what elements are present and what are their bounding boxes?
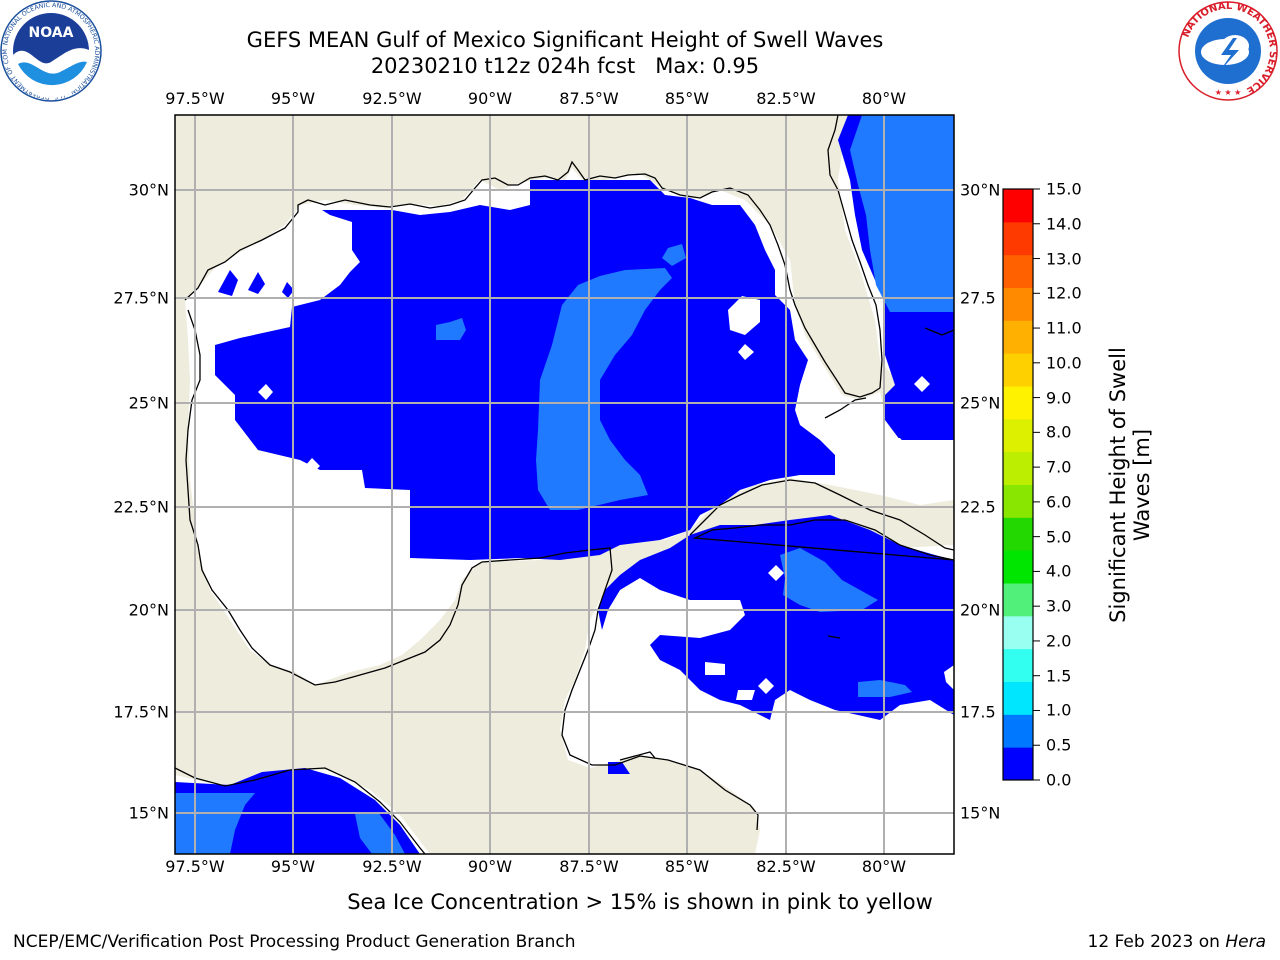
lon-tick-top: 95°W <box>270 89 316 108</box>
nws-logo: NATIONAL WEATHER SERVICE ★ ★ ★ <box>1178 1 1278 101</box>
cuba-coastline <box>689 479 954 561</box>
colorbar-segment <box>1003 418 1033 453</box>
lon-tick-bottom: 97.5°W <box>165 857 225 876</box>
chart-subtitle: 20230210 t12z 024h fcst Max: 0.95 <box>370 54 760 78</box>
colorbar-tick-label: 10.0 <box>1046 353 1082 373</box>
lon-tick-bottom: 87.5°W <box>559 857 619 876</box>
colorbar-segment <box>1003 714 1033 748</box>
lon-tick-top: 87.5°W <box>559 89 619 108</box>
colorbar-tick-label: 0.5 <box>1046 735 1072 755</box>
colorbar-tick-marks <box>1033 188 1040 781</box>
colorbar-tick-label: 7.0 <box>1046 457 1072 477</box>
lat-tick-left: 22.5°N <box>113 497 169 517</box>
colorbar-tick-label: 2.0 <box>1046 631 1072 651</box>
colorbar-segment <box>1003 747 1033 781</box>
colorbar-segment <box>1003 320 1033 354</box>
colorbar-segment <box>1003 254 1033 288</box>
colorbar-segment <box>1003 550 1033 584</box>
gulf-coastline <box>184 160 881 398</box>
colorbar-segment <box>1003 615 1033 650</box>
colorbar-segment <box>1003 287 1033 321</box>
lon-tick-bottom: 90°W <box>467 857 513 876</box>
lon-tick-top: 90°W <box>467 89 513 108</box>
colorbar-tick-label: 9.0 <box>1046 388 1072 408</box>
lat-tick-right: 17.5 <box>960 702 996 722</box>
swell-region-gulf <box>215 180 835 560</box>
swell-0.5-1.0-regions <box>175 115 954 854</box>
pacific-coastline <box>175 767 426 854</box>
colorbar-tick-label: 1.0 <box>1046 700 1072 720</box>
lon-tick-top: 85°W <box>664 89 710 108</box>
lat-tick-left: 15°N <box>128 803 169 823</box>
lat-tick-right: 25°N <box>960 393 1001 413</box>
lat-tick-left: 20°N <box>128 600 169 620</box>
lon-tick-top: 80°W <box>861 89 907 108</box>
colorbar-tick-label: 3.0 <box>1046 596 1072 616</box>
lon-tick-top: 92.5°W <box>362 89 422 108</box>
colorbar-tick-label: 8.0 <box>1046 422 1072 442</box>
lat-tick-left: 30°N <box>128 180 169 200</box>
lon-tick-top: 82.5°W <box>756 89 816 108</box>
run-date: 12 Feb 2023 on <box>1087 932 1220 952</box>
lat-tick-right: 22.5 <box>960 497 996 517</box>
lon-tick-bottom: 95°W <box>270 857 316 876</box>
colorbar-segment <box>1003 583 1033 617</box>
gridlines <box>175 115 954 854</box>
swell-core-caribbean <box>780 548 878 612</box>
colorbar-segment <box>1003 648 1033 682</box>
map-frame <box>174 114 955 855</box>
colorbar-segment <box>1003 484 1033 518</box>
date-line: 12 Feb 2023 on Hera <box>1088 932 1266 952</box>
lat-tick-right: 27.5 <box>960 288 996 308</box>
lat-tick-left: 17.5°N <box>113 702 169 722</box>
atlantic-coastline <box>827 115 883 389</box>
colorbar-segment <box>1003 681 1033 715</box>
lat-tick-right: 20°N <box>960 600 1001 620</box>
colorbar-tick-label: 11.0 <box>1046 318 1082 338</box>
colorbar-tick-label: 6.0 <box>1046 492 1072 512</box>
svg-text:★ ★ ★: ★ ★ ★ <box>1215 88 1242 97</box>
lon-tick-bottom: 85°W <box>664 857 710 876</box>
lon-tick-top: 97.5°W <box>165 89 225 108</box>
lat-tick-right: 30°N <box>960 180 1001 200</box>
lat-tick-left: 27.5°N <box>113 288 169 308</box>
colorbar-segment <box>1003 451 1033 485</box>
colorbar-tick-label: 0.0 <box>1046 770 1072 790</box>
no-data-holes <box>258 296 954 700</box>
colorbar-tick-label: 13.0 <box>1046 249 1082 269</box>
lon-tick-bottom: 80°W <box>861 857 907 876</box>
noaa-logo: NATIONAL OCEANIC AND ATMOSPHERIC ADMINIS… <box>0 0 102 102</box>
noaa-wordmark: NOAA <box>29 25 74 41</box>
colorbar-tick-label: 5.0 <box>1046 527 1072 547</box>
lon-tick-bottom: 82.5°W <box>756 857 816 876</box>
colorbar-tick-label: 14.0 <box>1046 214 1082 234</box>
colorbar-segment <box>1003 189 1033 223</box>
swell-core-atlantic <box>850 115 954 312</box>
colorbar-segment <box>1003 221 1033 256</box>
colorbar-tick-label: 1.5 <box>1046 666 1072 686</box>
colorbar-segment <box>1003 353 1033 387</box>
colorbar-segment <box>1003 517 1033 551</box>
colorbar-title: Significant Height of Swell Waves [m] <box>1106 347 1154 623</box>
colorbar-tick-label: 15.0 <box>1046 179 1082 199</box>
colorbar-tick-label: 4.0 <box>1046 561 1072 581</box>
credit-line: NCEP/EMC/Verification Post Processing Pr… <box>13 932 576 952</box>
colorbar-tick-label: 12.0 <box>1046 283 1082 303</box>
swell-core-gulf <box>536 268 672 510</box>
lat-tick-right: 15°N <box>960 803 1001 823</box>
colorbar-segment <box>1003 386 1033 420</box>
colorbar <box>1003 189 1033 781</box>
swell-region-pacific <box>175 768 420 854</box>
map-area <box>175 115 954 854</box>
lat-tick-left: 25°N <box>128 393 169 413</box>
host-name: Hera <box>1225 932 1266 952</box>
sea-ice-note: Sea Ice Concentration > 15% is shown in … <box>347 890 933 914</box>
lon-tick-bottom: 92.5°W <box>362 857 422 876</box>
chart-title: GEFS MEAN Gulf of Mexico Significant Hei… <box>246 28 884 52</box>
colorbar-frame <box>1002 188 1034 781</box>
